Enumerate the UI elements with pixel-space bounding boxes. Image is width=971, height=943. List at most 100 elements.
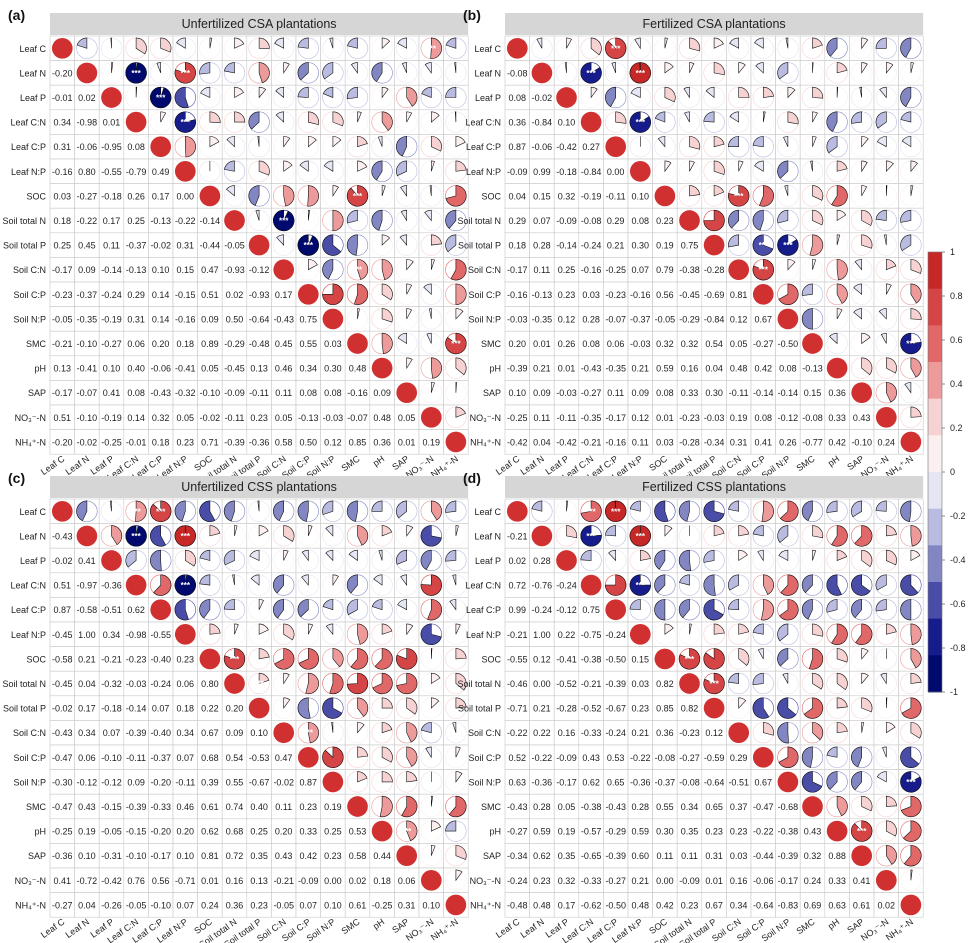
correlation-value: -0.03 [323,413,344,423]
pie-wedge [322,62,334,80]
diagonal-dot [752,746,774,768]
matrix-cell [529,281,555,307]
correlation-value: 0.08 [324,388,342,398]
matrix-cell [74,109,100,135]
correlation-value: -0.23 [52,290,73,300]
matrix-cell [553,257,580,283]
diagonal-dot [150,599,172,621]
matrix-cell [98,380,125,406]
matrix-cell [295,380,321,406]
pie-wedge [836,160,848,172]
pie-wedge [406,111,413,123]
correlation-value: -0.19 [101,314,122,324]
correlation-value: 0.10 [152,265,170,275]
pie-wedge [590,37,602,56]
correlation-value: 0.58 [275,437,293,447]
correlation-value: -0.42 [556,142,577,152]
correlation-value: 0.43 [582,753,600,763]
correlation-value: 0.46 [275,364,293,374]
correlation-value: 0.48 [533,900,551,910]
pie-wedge [255,209,260,221]
correlation-value: 0.50 [226,314,244,324]
pie-wedge [455,308,464,320]
correlation-value: -0.59 [704,753,725,763]
pie-wedge [445,234,457,253]
pie-wedge [900,209,912,223]
pie-wedge [174,111,196,133]
correlation-value: 0.41 [54,876,72,886]
diagonal-dot [297,283,319,305]
row-label: Soil C:N [468,728,501,738]
correlation-value: -0.22 [77,216,98,226]
pie-wedge [729,37,739,49]
matrix-cell [98,232,125,258]
correlation-value: 0.72 [226,851,244,861]
correlation-value: 0.30 [632,241,650,251]
correlation-value: -0.35 [77,314,98,324]
matrix-cell [148,355,174,381]
pie-wedge [657,136,666,148]
pie-wedge [258,62,270,84]
pie-wedge [323,160,334,172]
correlation-value: 0.47 [201,265,219,275]
title-strip [505,13,924,35]
correlation-value: -0.32 [175,388,196,398]
correlation-value: -0.11 [606,191,626,201]
correlation-value: -0.12 [101,777,122,787]
matrix-cell [603,207,629,234]
correlation-value: -0.52 [581,704,602,714]
significance-marker: *** [857,827,867,836]
correlation-value: 0.23 [632,704,650,714]
correlation-value: 0.18 [177,339,195,349]
colorbar-tick-label: 1 [950,247,955,257]
correlation-value: -0.14 [101,265,122,275]
pie-wedge [664,160,672,173]
colorbar-segment [928,252,942,290]
correlation-value: -0.08 [655,753,676,763]
diagonal-dot [605,599,627,621]
matrix-cell [394,404,420,430]
correlation-value: -0.07 [77,388,98,398]
pie-wedge [160,111,167,123]
correlation-value: 0.06 [177,679,195,689]
pie-wedge [431,234,442,246]
correlation-value: 0.42 [755,364,773,374]
diagonal-dot [76,62,98,84]
correlation-value: -0.20 [150,777,171,787]
diagonal-dot [371,357,393,379]
correlation-value: 0.03 [54,191,72,201]
correlation-value: 0.04 [78,900,96,910]
column-label: Leaf C [494,453,522,477]
correlation-value: 0.23 [300,802,318,812]
correlation-value: -0.97 [77,581,98,591]
colorbar-tick-label: -0.6 [950,599,966,609]
correlation-value: 0.45 [78,241,96,251]
correlation-value: -0.10 [126,851,147,861]
correlation-value: 0.10 [632,191,650,201]
matrix-cell [74,84,100,111]
pie-wedge [297,37,309,49]
pie-wedge [787,259,796,271]
correlation-value: -0.06 [753,876,774,886]
correlation-value: 0.05 [177,413,195,423]
correlation-value: 0.56 [656,290,674,300]
correlation-value: 0.09 [78,265,96,275]
significance-marker: *** [783,241,793,250]
correlation-value: 0.08 [509,93,527,103]
correlation-value: 0.11 [607,388,624,398]
pie-wedge [763,86,774,98]
correlation-value: 0.62 [582,777,600,787]
matrix-cell [197,281,223,307]
correlation-value: 0.59 [632,827,650,837]
correlation-value: 0.21 [533,364,551,374]
correlation-value: 0.20 [275,827,293,837]
pie-wedge [371,160,383,181]
correlation-value: -0.02 [200,413,221,423]
correlation-value: -0.21 [273,876,294,886]
diagonal-dot [347,796,368,817]
pie-wedge [445,185,467,207]
pie-wedge [185,136,196,158]
matrix-cell [726,355,752,381]
pie-wedge [156,62,161,74]
correlation-value: 0.25 [324,827,342,837]
